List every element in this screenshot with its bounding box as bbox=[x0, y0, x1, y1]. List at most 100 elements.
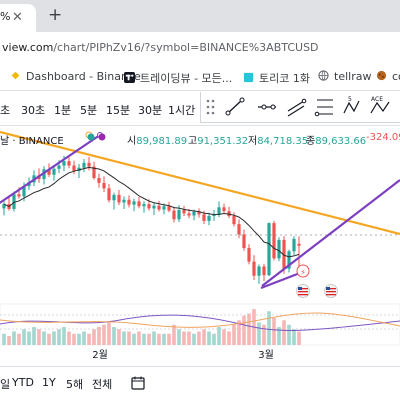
event-marker-lightning-icon[interactable] bbox=[296, 264, 310, 278]
volume-bar bbox=[152, 331, 156, 345]
volume-bar bbox=[212, 333, 216, 345]
volume-bar bbox=[7, 336, 11, 345]
binance-icon bbox=[11, 71, 20, 80]
candle-body bbox=[152, 205, 156, 209]
candle-body bbox=[112, 194, 116, 201]
volume-bar bbox=[127, 331, 131, 345]
ma-line bbox=[3, 166, 300, 258]
volume-bar bbox=[292, 329, 296, 345]
trend-line-icon[interactable] bbox=[225, 97, 245, 116]
range-1y[interactable]: 1Y bbox=[42, 376, 56, 389]
volume-bar bbox=[197, 331, 201, 345]
candle-body bbox=[22, 186, 26, 197]
candle-body bbox=[52, 168, 56, 175]
timeframe-1h[interactable]: 1시간 bbox=[168, 104, 196, 117]
volume-bar bbox=[107, 322, 111, 345]
descending-trendline[interactable] bbox=[0, 130, 400, 236]
volume-bar bbox=[247, 313, 251, 345]
range-all[interactable]: 전체 bbox=[92, 378, 113, 391]
support-line[interactable] bbox=[260, 271, 301, 290]
svg-text:ACE: ACE bbox=[371, 96, 383, 103]
volume-bar bbox=[27, 331, 31, 345]
candle-body bbox=[207, 216, 211, 221]
abc-pattern-icon[interactable]: ACE bbox=[370, 96, 390, 114]
drawings[interactable] bbox=[0, 130, 400, 290]
candle-body bbox=[142, 204, 146, 207]
candle-body bbox=[237, 224, 241, 235]
svg-text:⚡: ⚡ bbox=[300, 268, 306, 277]
url-host: view.com bbox=[2, 41, 54, 54]
us-flag-icon[interactable] bbox=[324, 284, 338, 298]
candle-body bbox=[172, 210, 176, 220]
candle-body bbox=[272, 223, 276, 259]
candle-body bbox=[127, 199, 131, 205]
volume-bar bbox=[182, 331, 186, 345]
candle-body bbox=[97, 178, 101, 183]
timeframe-1m[interactable]: 1분 bbox=[54, 104, 72, 117]
volume-bar bbox=[192, 333, 196, 345]
candle-body bbox=[192, 211, 196, 216]
bookmark-dashboard-binance[interactable]: Dashboard - Binance bbox=[10, 70, 141, 83]
bookmark-toriko[interactable]: 토리코 1화 bbox=[243, 70, 310, 86]
volume-bar bbox=[267, 311, 271, 345]
price-chart[interactable]: ⚡ 2월 3월 bbox=[0, 128, 400, 366]
symbol-label[interactable]: 날 · BINANCE bbox=[0, 136, 64, 147]
volume-bar bbox=[2, 333, 6, 345]
url-text[interactable]: view.com/chart/PIPhZv16/?symbol=BINANCE%… bbox=[2, 41, 319, 54]
parallel-channel-icon[interactable] bbox=[287, 98, 307, 117]
xabcd-pattern-icon[interactable]: 5 bbox=[343, 96, 360, 114]
ohlc-open: 시89,981.89 bbox=[127, 136, 188, 147]
x-axis-label-feb: 2월 bbox=[92, 349, 108, 361]
volume-bar bbox=[157, 333, 161, 345]
timeframe-seconds[interactable]: 초 bbox=[0, 104, 11, 117]
candle-body bbox=[92, 166, 96, 179]
calendar-icon[interactable] bbox=[130, 375, 146, 395]
tab-close-icon[interactable]: ✕ bbox=[12, 10, 23, 25]
symbol-legend: 날 · BINANCE 시89,981.89 고91,351.32 저84,71… bbox=[0, 128, 400, 147]
volume-bar bbox=[47, 333, 51, 345]
volume-bar bbox=[77, 333, 81, 345]
bookmark-co[interactable]: co bbox=[376, 70, 400, 83]
timeframe-5m[interactable]: 5분 bbox=[80, 104, 98, 117]
candle-body bbox=[107, 188, 111, 201]
volume-bar bbox=[217, 327, 221, 345]
volume-bar bbox=[222, 329, 226, 345]
us-flag-icon[interactable] bbox=[296, 284, 310, 298]
volume-bar bbox=[12, 331, 16, 345]
volume-bar bbox=[287, 324, 291, 345]
range-ytd[interactable]: YTD bbox=[12, 376, 34, 389]
timeframe-30s[interactable]: 30초 bbox=[21, 104, 46, 117]
bookmark-tradingview[interactable]: 트레이딩뷰 - 모든... bbox=[124, 70, 232, 86]
bookmarks-bar: Dashboard - Binance 트레이딩뷰 - 모든... 토리코 1화… bbox=[0, 64, 400, 91]
event-markers[interactable]: ⚡ bbox=[296, 264, 338, 298]
ascending-channel-line-right[interactable] bbox=[261, 179, 400, 287]
candle-body bbox=[87, 162, 91, 167]
timeframe-15m[interactable]: 15분 bbox=[106, 104, 131, 117]
range-1d[interactable]: 일 bbox=[0, 378, 11, 391]
horizontal-ray-icon[interactable] bbox=[258, 104, 276, 110]
timeframe-30m[interactable]: 30분 bbox=[138, 104, 163, 117]
bookmark-icon bbox=[243, 72, 254, 83]
candle-body bbox=[42, 169, 46, 180]
candle-body bbox=[197, 211, 201, 215]
x-axis-label-mar: 3월 bbox=[258, 349, 274, 361]
address-bar[interactable]: view.com/chart/PIPhZv16/?symbol=BINANCE%… bbox=[0, 32, 400, 64]
range-5y[interactable]: 5해 bbox=[66, 378, 84, 391]
candle-body bbox=[67, 161, 71, 166]
bookmark-tellraw[interactable]: tellraw bbox=[318, 70, 371, 83]
bookmark-label: Dashboard - Binance bbox=[26, 70, 141, 83]
bookmark-label: co bbox=[392, 70, 400, 83]
browser-tab[interactable]: % ✕ bbox=[0, 4, 36, 32]
new-tab-button[interactable]: + bbox=[48, 5, 63, 25]
ascending-channel-line-left[interactable] bbox=[0, 134, 101, 204]
drag-handle-icon[interactable] bbox=[206, 99, 215, 115]
volume-bar bbox=[227, 331, 231, 345]
volume-bar bbox=[132, 333, 136, 345]
candle-body bbox=[57, 165, 61, 169]
volume-bar bbox=[162, 333, 166, 345]
volume-bar bbox=[232, 324, 236, 345]
drawing-tools: 5 ACE bbox=[206, 96, 390, 117]
volume-pane bbox=[0, 303, 400, 346]
fib-retracement-icon[interactable] bbox=[314, 99, 333, 117]
candle-body bbox=[202, 214, 206, 221]
